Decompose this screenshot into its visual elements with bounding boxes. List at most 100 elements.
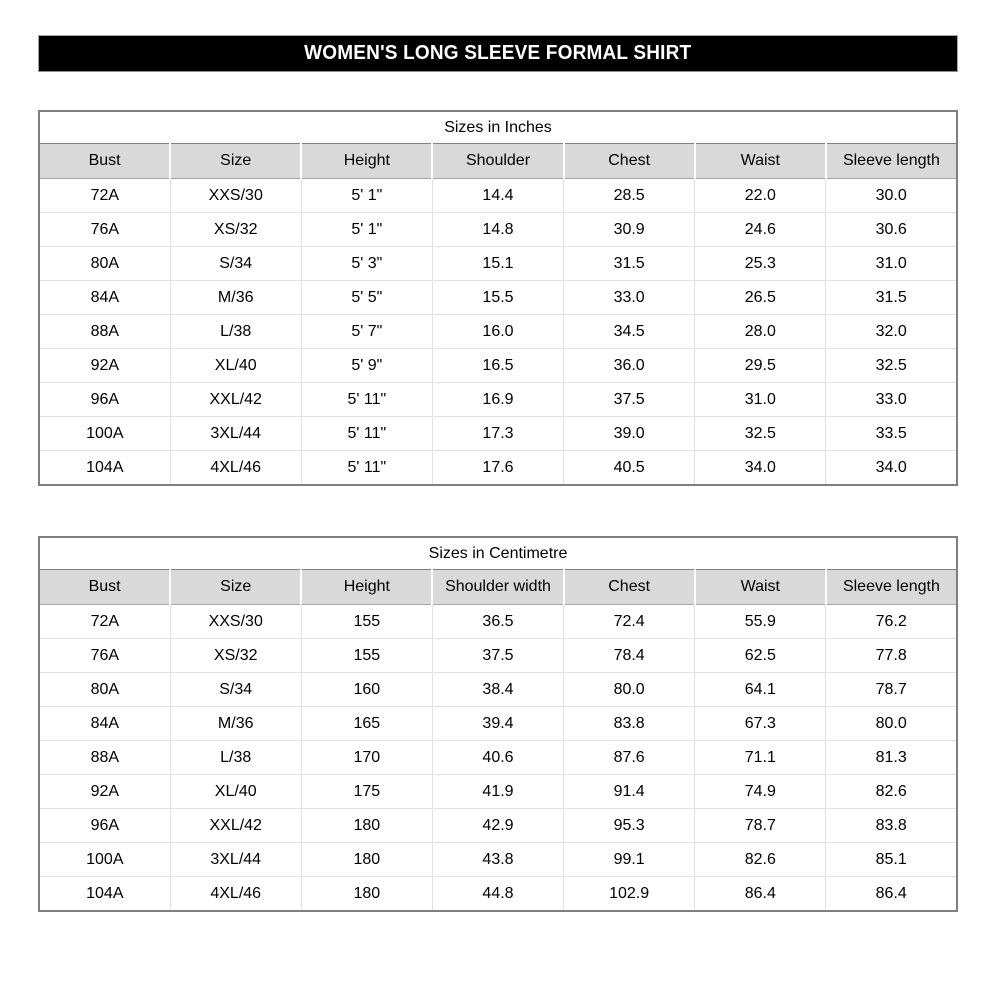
table-cell: XL/40 [169,774,302,809]
table-cell: L/38 [169,740,302,775]
table-cell: 15.5 [431,280,565,315]
table-cell: 5' 9" [300,348,433,383]
column-header: Bust [39,143,171,179]
table-cell: 41.9 [431,774,565,809]
size-table-0: Sizes in Inches Bust Size Height Shoulder Ch… [38,110,958,486]
table-cell: 175 [300,774,433,809]
table-title: Sizes in Centimetre [39,537,957,570]
table-cell: 81.3 [825,740,958,775]
table-cell: 91.4 [563,774,696,809]
table-cell: 39.0 [563,416,696,451]
column-header: Waist [693,569,826,605]
product-title: WOMEN'S LONG SLEEVE FORMAL SHIRT [304,42,692,64]
table-cell: 40.5 [563,450,696,486]
table-cell: 77.8 [825,638,958,673]
size-chart-page: WOMEN'S LONG SLEEVE FORMAL SHIRT Sizes i… [38,35,958,962]
table-cell: 32.0 [825,314,958,349]
table-cell: 180 [300,808,433,843]
table-cell: 32.5 [825,348,958,383]
table-cell: 102.9 [563,876,696,912]
table-cell: 5' 7" [300,314,433,349]
table-cell: 17.6 [431,450,565,486]
table-cell: 31.0 [694,382,827,417]
table-cell: 16.0 [431,314,565,349]
table-cell: 36.0 [563,348,696,383]
table-cell: 104A [38,876,171,912]
table-cell: 5' 11" [300,450,433,486]
table-cell: 71.1 [694,740,827,775]
table-cell: 30.9 [563,212,696,247]
size-table-1: Sizes in Centimetre Bust Size Height Should… [38,536,958,912]
table-row: 96A XXL/42 180 42.9 95.3 78.7 83.8 [38,808,958,843]
table-cell: 33.5 [825,416,958,451]
table-title-row: Sizes in Inches [39,111,957,144]
table-cell: 33.0 [563,280,696,315]
table-row: 92A XL/40 175 41.9 91.4 74.9 82.6 [38,774,958,809]
table-cell: 31.0 [825,246,958,281]
table-cell: 15.1 [431,246,565,281]
table-cell: 5' 11" [300,382,433,417]
column-header: Sleeve length [824,569,957,605]
table-header-row: Bust Size Height Shoulder Chest Waist Sleeve l… [39,143,957,179]
table-row: 92A XL/40 5' 9" 16.5 36.0 29.5 32.5 [38,348,958,383]
table-cell: 86.4 [694,876,827,912]
table-cell: 5' 11" [300,416,433,451]
table-cell: 30.0 [825,178,958,213]
table-row: 72A XXS/30 5' 1" 14.4 28.5 22.0 30.0 [38,178,958,213]
table-header-row: Bust Size Height Shoulder width Chest Waist Sl… [39,569,957,605]
table-cell: 180 [300,876,433,912]
table-cell: 38.4 [431,672,565,707]
column-header: Waist [693,143,826,179]
table-cell: 4XL/46 [169,876,302,912]
table-cell: 76A [38,212,171,247]
table-row: 80A S/34 5' 3" 15.1 31.5 25.3 31.0 [38,246,958,281]
table-row: 88A L/38 5' 7" 16.0 34.5 28.0 32.0 [38,314,958,349]
table-cell: 5' 5" [300,280,433,315]
table-row: 84A M/36 5' 5" 15.5 33.0 26.5 31.5 [38,280,958,315]
table-cell: 62.5 [694,638,827,673]
table-cell: 5' 3" [300,246,433,281]
table-cell: 55.9 [694,604,827,639]
table-cell: 100A [38,842,171,877]
table-cell: 78.4 [563,638,696,673]
table-cell: 31.5 [825,280,958,315]
table-cell: 24.6 [694,212,827,247]
title-banner: WOMEN'S LONG SLEEVE FORMAL SHIRT [38,35,958,72]
table-cell: 83.8 [563,706,696,741]
table-cell: 28.0 [694,314,827,349]
table-cell: 22.0 [694,178,827,213]
table-row: 76A XS/32 155 37.5 78.4 62.5 77.8 [38,638,958,673]
table-cell: S/34 [169,672,302,707]
table-cell: 85.1 [825,842,958,877]
table-cell: 3XL/44 [169,842,302,877]
table-cell: 30.6 [825,212,958,247]
column-header: Height [300,143,433,179]
table-cell: 88A [38,740,171,775]
table-cell: 76A [38,638,171,673]
table-cell: 155 [300,604,433,639]
table-cell: M/36 [169,280,302,315]
table-cell: 16.5 [431,348,565,383]
table-cell: 67.3 [694,706,827,741]
table-cell: M/36 [169,706,302,741]
table-cell: 43.8 [431,842,565,877]
table-cell: 37.5 [563,382,696,417]
table-cell: 96A [38,382,171,417]
table-title-row: Sizes in Centimetre [39,537,957,570]
table-cell: 17.3 [431,416,565,451]
size-tables-container: Sizes in Inches Bust Size Height Shoulder Ch… [38,110,958,912]
table-cell: 82.6 [825,774,958,809]
table-cell: XS/32 [169,212,302,247]
table-cell: 74.9 [694,774,827,809]
column-header: Size [169,569,302,605]
column-header: Height [300,569,433,605]
column-header: Shoulder [431,143,564,179]
table-cell: XXL/42 [169,808,302,843]
table-cell: 37.5 [431,638,565,673]
table-cell: XXL/42 [169,382,302,417]
table-cell: 16.9 [431,382,565,417]
table-row: 96A XXL/42 5' 11" 16.9 37.5 31.0 33.0 [38,382,958,417]
table-cell: 72A [38,604,171,639]
table-cell: 87.6 [563,740,696,775]
table-cell: 76.2 [825,604,958,639]
